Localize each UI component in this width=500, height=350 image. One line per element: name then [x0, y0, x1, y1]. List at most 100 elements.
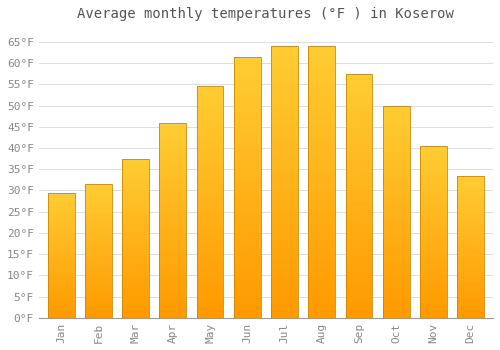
Bar: [85, 199, 112, 201]
Bar: [383, 289, 409, 292]
Bar: [308, 49, 335, 53]
Bar: [196, 188, 224, 191]
Bar: [122, 302, 149, 304]
Bar: [160, 162, 186, 164]
Bar: [85, 209, 112, 211]
Bar: [196, 231, 224, 234]
Bar: [196, 141, 224, 144]
Bar: [122, 270, 149, 272]
Bar: [48, 288, 74, 290]
Bar: [196, 118, 224, 121]
Bar: [346, 260, 372, 263]
Bar: [458, 183, 484, 184]
Bar: [271, 209, 298, 212]
Bar: [346, 196, 372, 199]
Bar: [196, 266, 224, 269]
Bar: [122, 232, 149, 234]
Bar: [458, 268, 484, 270]
Bar: [122, 183, 149, 184]
Bar: [196, 112, 224, 116]
Bar: [48, 240, 74, 241]
Bar: [308, 223, 335, 226]
Bar: [458, 215, 484, 217]
Bar: [122, 254, 149, 256]
Bar: [85, 296, 112, 298]
Bar: [122, 242, 149, 244]
Bar: [308, 308, 335, 311]
Bar: [458, 265, 484, 266]
Bar: [160, 186, 186, 189]
Bar: [122, 216, 149, 218]
Bar: [85, 196, 112, 197]
Bar: [122, 195, 149, 196]
Bar: [48, 301, 74, 302]
Bar: [420, 264, 447, 266]
Bar: [420, 212, 447, 215]
Bar: [271, 274, 298, 277]
Bar: [122, 163, 149, 164]
Bar: [346, 290, 372, 294]
Bar: [308, 155, 335, 158]
Bar: [234, 161, 260, 164]
Bar: [196, 211, 224, 214]
Bar: [160, 130, 186, 132]
Bar: [458, 197, 484, 199]
Bar: [458, 234, 484, 236]
Bar: [308, 111, 335, 114]
Bar: [383, 262, 409, 265]
Bar: [308, 77, 335, 80]
Bar: [346, 272, 372, 275]
Bar: [160, 196, 186, 198]
Bar: [271, 97, 298, 100]
Bar: [160, 184, 186, 186]
Bar: [346, 239, 372, 241]
Bar: [308, 60, 335, 63]
Bar: [420, 266, 447, 268]
Bar: [160, 315, 186, 318]
Bar: [346, 303, 372, 306]
Bar: [160, 279, 186, 281]
Bar: [234, 207, 260, 210]
Bar: [234, 204, 260, 207]
Bar: [420, 256, 447, 258]
Bar: [346, 217, 372, 220]
Bar: [85, 263, 112, 264]
Bar: [383, 294, 409, 297]
Bar: [383, 260, 409, 262]
Bar: [308, 260, 335, 264]
Bar: [420, 296, 447, 299]
Bar: [420, 279, 447, 281]
Bar: [234, 181, 260, 184]
Bar: [234, 210, 260, 214]
Bar: [160, 127, 186, 130]
Bar: [420, 163, 447, 165]
Bar: [196, 280, 224, 283]
Bar: [271, 128, 298, 131]
Bar: [271, 284, 298, 287]
Bar: [122, 212, 149, 215]
Bar: [346, 135, 372, 138]
Bar: [196, 162, 224, 164]
Bar: [383, 304, 409, 307]
Bar: [160, 140, 186, 142]
Bar: [346, 296, 372, 300]
Bar: [346, 129, 372, 132]
Bar: [383, 127, 409, 130]
Bar: [196, 298, 224, 301]
Bar: [271, 138, 298, 141]
Bar: [160, 291, 186, 294]
Bar: [234, 148, 260, 152]
Bar: [48, 306, 74, 307]
Bar: [458, 247, 484, 248]
Bar: [234, 66, 260, 70]
Bar: [122, 274, 149, 276]
Bar: [122, 238, 149, 240]
Bar: [383, 297, 409, 299]
Bar: [420, 148, 447, 150]
Bar: [196, 272, 224, 274]
Bar: [308, 70, 335, 73]
Bar: [196, 133, 224, 135]
Bar: [383, 254, 409, 257]
Bar: [196, 243, 224, 246]
Bar: [196, 301, 224, 303]
